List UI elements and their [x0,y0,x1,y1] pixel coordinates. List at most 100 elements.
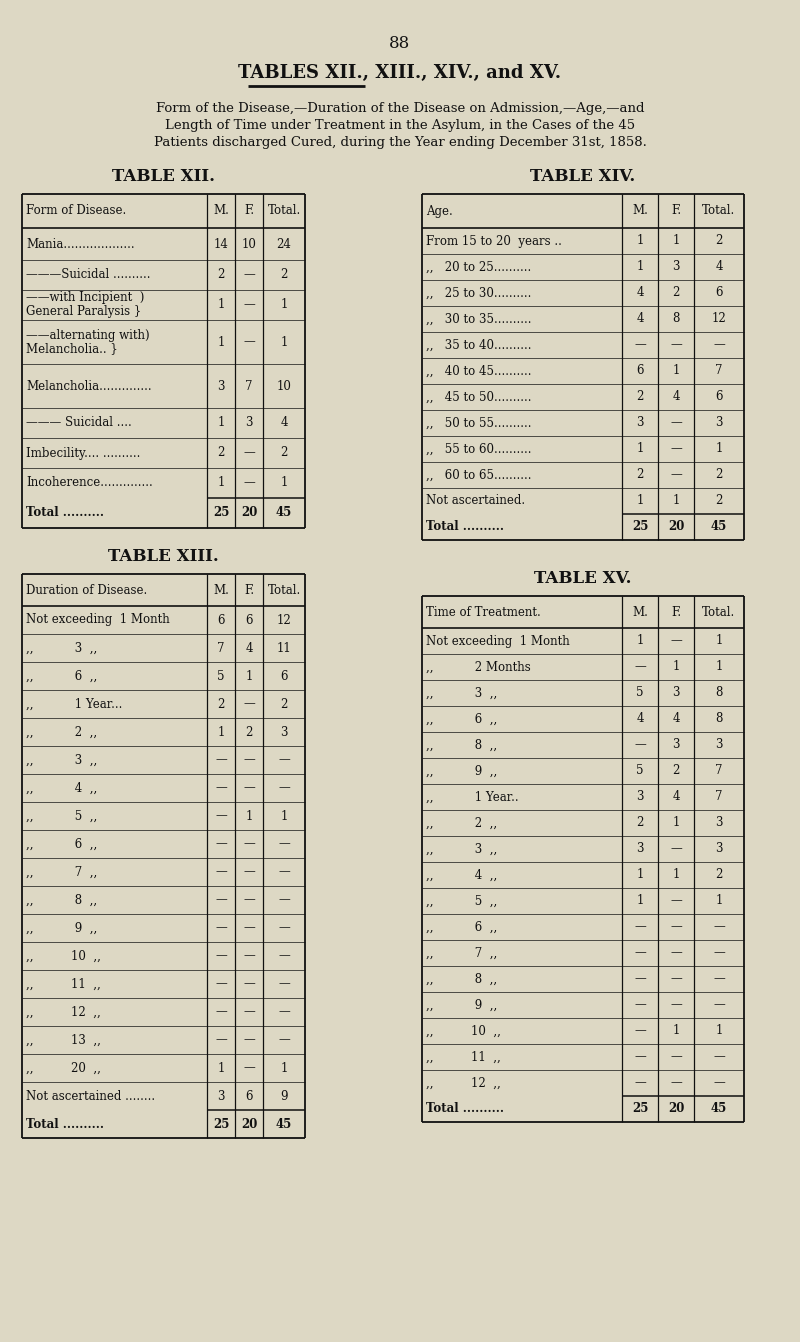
Text: ,,   35 to 40..........: ,, 35 to 40.......... [426,338,531,352]
Text: 2: 2 [672,286,680,299]
Text: —: — [670,443,682,455]
Text: 3: 3 [715,738,722,752]
Text: —: — [278,1005,290,1019]
Text: F.: F. [244,584,254,596]
Text: —: — [278,894,290,906]
Text: —: — [278,753,290,766]
Text: 1: 1 [218,726,225,738]
Text: 3: 3 [715,416,722,429]
Text: Mania...................: Mania................... [26,238,134,251]
Text: 20: 20 [668,521,684,534]
Text: Total ..........: Total .......... [426,1103,504,1115]
Text: 1: 1 [218,298,225,311]
Text: 1: 1 [715,895,722,907]
Text: TABLE XV.: TABLE XV. [534,570,632,586]
Text: —: — [670,895,682,907]
Text: —: — [670,1076,682,1090]
Text: ,,           8  ,,: ,, 8 ,, [426,973,497,985]
Text: F.: F. [244,204,254,217]
Text: —: — [215,922,227,934]
Text: 6: 6 [636,365,644,377]
Text: 2: 2 [218,698,225,710]
Text: —: — [215,950,227,962]
Text: 45: 45 [711,1103,727,1115]
Text: 6: 6 [715,286,722,299]
Text: —: — [278,866,290,879]
Text: 2: 2 [672,765,680,777]
Text: ,,           9  ,,: ,, 9 ,, [426,765,498,777]
Text: —: — [278,1033,290,1047]
Text: 3: 3 [636,790,644,804]
Text: 4: 4 [636,713,644,726]
Text: —: — [634,973,646,985]
Text: ,,           1 Year...: ,, 1 Year... [26,698,122,710]
Text: —: — [670,946,682,960]
Text: 1: 1 [672,660,680,674]
Text: —: — [634,946,646,960]
Text: 11: 11 [277,641,291,655]
Text: —: — [634,921,646,934]
Text: ,,           5  ,,: ,, 5 ,, [426,895,498,907]
Text: M.: M. [213,584,229,596]
Text: —: — [215,837,227,851]
Text: 1: 1 [280,336,288,349]
Text: —: — [243,1033,255,1047]
Text: —: — [215,894,227,906]
Text: —: — [243,922,255,934]
Text: ,,           2  ,,: ,, 2 ,, [26,726,97,738]
Text: —: — [243,1005,255,1019]
Text: 10: 10 [242,238,257,251]
Text: TABLE XIII.: TABLE XIII. [108,548,219,565]
Text: ,,   50 to 55..........: ,, 50 to 55.......... [426,416,531,429]
Text: Total.: Total. [267,584,301,596]
Text: 1: 1 [636,868,644,882]
Text: 4: 4 [672,790,680,804]
Text: 1: 1 [715,660,722,674]
Text: 20: 20 [241,506,257,519]
Text: 7: 7 [715,765,722,777]
Text: Not exceeding  1 Month: Not exceeding 1 Month [426,635,570,647]
Text: —: — [215,809,227,823]
Text: —: — [243,447,255,459]
Text: 1: 1 [672,868,680,882]
Text: 3: 3 [715,816,722,829]
Text: —: — [278,837,290,851]
Text: 1: 1 [636,635,644,647]
Text: Total ..........: Total .......... [26,1118,104,1130]
Text: General Paralysis }: General Paralysis } [26,306,142,318]
Text: 1: 1 [636,895,644,907]
Text: 1: 1 [280,298,288,311]
Text: 45: 45 [276,1118,292,1130]
Text: —: — [278,950,290,962]
Text: 1: 1 [218,416,225,429]
Text: 1: 1 [246,670,253,683]
Text: 2: 2 [715,235,722,247]
Text: ,,          11  ,,: ,, 11 ,, [26,977,101,990]
Text: Imbecility.... ..........: Imbecility.... .......... [26,447,140,459]
Text: ,,   40 to 45..........: ,, 40 to 45.......... [426,365,531,377]
Text: 2: 2 [280,447,288,459]
Text: —: — [215,1033,227,1047]
Text: ,,           8  ,,: ,, 8 ,, [426,738,497,752]
Text: Total.: Total. [702,605,736,619]
Text: —: — [670,973,682,985]
Text: 2: 2 [636,816,644,829]
Text: 4: 4 [280,416,288,429]
Text: Incoherence..............: Incoherence.............. [26,476,153,490]
Text: —: — [670,635,682,647]
Text: ,,           6  ,,: ,, 6 ,, [426,713,498,726]
Text: 1: 1 [218,1062,225,1075]
Text: 5: 5 [218,670,225,683]
Text: —: — [243,866,255,879]
Text: —: — [243,781,255,794]
Text: ,,           2  ,,: ,, 2 ,, [426,816,497,829]
Text: —: — [634,738,646,752]
Text: Length of Time under Treatment in the Asylum, in the Cases of the 45: Length of Time under Treatment in the As… [165,119,635,132]
Text: ——— Suicidal ....: ——— Suicidal .... [26,416,132,429]
Text: Total.: Total. [702,204,736,217]
Text: ,,           1 Year..: ,, 1 Year.. [426,790,518,804]
Text: 1: 1 [672,1024,680,1037]
Text: ,,           3  ,,: ,, 3 ,, [26,753,98,766]
Text: 2: 2 [715,468,722,482]
Text: —: — [634,338,646,352]
